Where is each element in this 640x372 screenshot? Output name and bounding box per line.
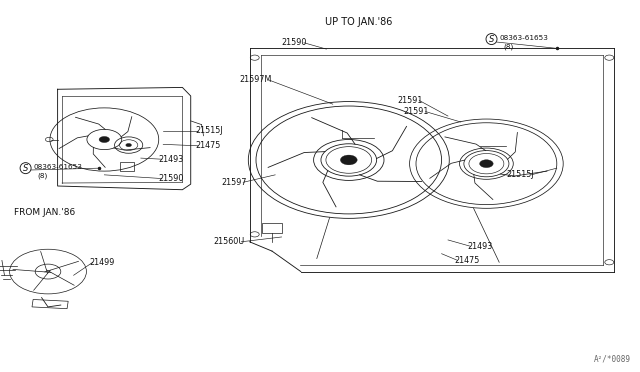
Text: S: S xyxy=(23,164,28,173)
Text: (8): (8) xyxy=(503,43,513,50)
Text: 08363-61653: 08363-61653 xyxy=(34,164,83,170)
Text: 21475: 21475 xyxy=(195,141,221,150)
Text: 21597: 21597 xyxy=(221,178,246,187)
Circle shape xyxy=(99,137,109,142)
Circle shape xyxy=(481,161,492,167)
Text: 21493: 21493 xyxy=(159,155,184,164)
Text: 21493: 21493 xyxy=(467,242,492,251)
Text: 08363-61653: 08363-61653 xyxy=(500,35,548,41)
Text: UP TO JAN.'86: UP TO JAN.'86 xyxy=(325,17,392,27)
Text: 21475: 21475 xyxy=(454,256,480,265)
Text: FROM JAN.'86: FROM JAN.'86 xyxy=(14,208,76,217)
Text: 21499: 21499 xyxy=(90,258,115,267)
Text: A²/*0089: A²/*0089 xyxy=(593,355,630,364)
Text: 21560U: 21560U xyxy=(213,237,244,246)
Text: 21590: 21590 xyxy=(282,38,307,47)
Circle shape xyxy=(342,156,356,164)
Text: 21597M: 21597M xyxy=(239,76,272,84)
Text: (8): (8) xyxy=(37,172,47,179)
Text: 21590: 21590 xyxy=(159,174,184,183)
Circle shape xyxy=(126,144,131,147)
Text: 21515J: 21515J xyxy=(507,170,534,179)
Text: 21591: 21591 xyxy=(403,107,429,116)
Bar xyxy=(32,299,68,309)
Circle shape xyxy=(479,160,493,168)
Text: 21591: 21591 xyxy=(397,96,422,105)
Bar xyxy=(120,162,134,171)
Text: 21515J: 21515J xyxy=(195,126,223,135)
Bar xyxy=(262,223,282,232)
Circle shape xyxy=(340,155,357,165)
Text: S: S xyxy=(489,35,494,44)
